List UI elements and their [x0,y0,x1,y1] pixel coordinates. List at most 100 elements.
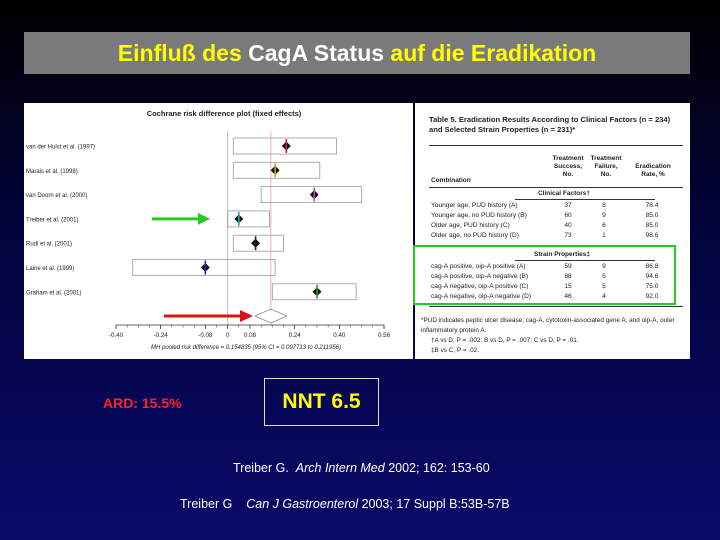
row-failure: 1 [602,232,606,239]
ard-label: ARD: 15.5% [103,395,182,411]
reference-2: Treiber G Can J Gastroenterol 2003; 17 S… [180,497,510,511]
slide-title: Einfluß des CagA Status auf die Eradikat… [24,32,690,74]
row-rate: 92.0 [645,293,659,300]
row-success: 40 [564,222,572,229]
study-label: Marais et al. (1998) [26,169,78,175]
row-label: Older age, PUD history (C) [431,222,510,229]
strain-properties-highlight [413,245,676,305]
section-strain-properties: Strain Properties‡ [534,251,590,258]
title-part-3: auf die Eradikation [390,39,597,66]
ref2-journal: Can J Gastroenterol [246,497,359,511]
study-ci-box [132,259,276,276]
table-title: Table 5. Eradication Results According t… [429,115,671,134]
title-part-1: Einfluß des [117,39,242,66]
table-row: cag-A positive, oip-A negative (B) 88 5 94.… [415,272,690,281]
row-success: 46 [564,293,572,300]
row-failure: 9 [602,263,606,270]
ref2-details: 2003; 17 Suppl B:53B-57B [361,497,510,511]
row-failure: 8 [602,202,606,209]
row-success: 37 [564,202,572,209]
col-header-combination: Combination [431,177,471,184]
table-footnotes: *PUD indicates peptic ulcer disease; cag… [421,316,689,356]
study-label: Rudi et al. (2001) [26,242,72,248]
row-success: 59 [564,263,572,270]
x-tick-label: -0.08 [198,332,213,339]
green-arrow-head [198,212,210,225]
x-tick-label: -0.40 [109,332,124,339]
ref1-details: 2002; 162: 153-60 [388,461,490,475]
row-failure: 4 [602,293,606,300]
study-ci-box [260,186,363,203]
row-rate: 98.6 [645,232,659,239]
row-rate: 78.4 [645,202,659,209]
table-rule [515,260,655,261]
row-failure: 6 [602,222,606,229]
x-tick-label: 0.24 [289,332,302,339]
study-ci-box [232,161,321,179]
row-success: 60 [564,212,572,219]
study-label: van der Hulst et al. (1997) [26,145,95,151]
footnote-2: †A vs D, P = .002; B vs D, P = .007; C v… [431,337,579,344]
table-row: Older age, PUD history (C) 40 6 85.0 [415,221,690,230]
red-arrow-head [240,310,253,322]
title-part-2: CagA Status [248,39,385,66]
table-row: cag-A positive, oip-A positive (A) 59 9 86.… [415,262,690,271]
table-rule [515,199,655,200]
row-rate: 75.0 [645,283,659,290]
footnote-3: ‡B vs C, P = .02. [431,347,480,354]
table-row: cag-A negative, oip-A negative (D) 46 4 92.… [415,292,690,301]
forest-plot-panel: Cochrane risk difference plot (fixed eff… [24,103,413,359]
section-clinical-factors: Clinical Factors† [537,190,590,197]
table-rule [429,187,683,188]
row-label: cag-A negative, oip-A negative (D) [431,293,532,300]
table-row: Younger age, PUD history (A) 37 8 78.4 [415,201,690,210]
forest-plot: Cochrane risk difference plot (fixed eff… [26,109,391,351]
row-rate: 85.0 [645,222,659,229]
pooled-diamond [253,308,288,324]
row-label: cag-A negative, oip-A positive (C) [431,283,529,290]
table-row: cag-A negative, oip-A positive (C) 15 5 75.… [415,282,690,291]
x-tick-label: -0.24 [154,332,169,339]
row-label: cag-A positive, oip-A negative (B) [431,273,529,280]
ref1-journal: Arch Intern Med [295,461,385,475]
ref1-author: Treiber G. [233,461,289,475]
row-rate: 94.6 [645,273,659,280]
study-label: Treiber et al. (2001) [26,217,78,223]
study-ci-box [232,234,284,252]
table-rule [429,145,683,146]
row-success: 88 [564,273,572,280]
study-ci-box [271,283,357,301]
row-success: 15 [564,283,572,290]
row-label: Younger age, no PUD history (B) [431,212,527,219]
nnt-box: NNT 6.5 [264,378,379,426]
footnote-1: *PUD indicates peptic ulcer disease; cag… [421,317,675,334]
nnt-label: NNT 6.5 [282,390,361,413]
x-tick-label: 0.56 [378,332,391,339]
ref2-author: Treiber G [180,497,233,511]
row-label: cag-A positive, oip-A positive (A) [431,263,526,270]
row-failure: 5 [602,283,606,290]
row-failure: 5 [602,273,606,280]
row-rate: 86.8 [645,263,659,270]
row-success: 73 [564,232,572,239]
col-header-rate: Eradication Rate, % [635,163,671,178]
results-table-panel: Table 5. Eradication Results According t… [415,103,690,359]
x-tick-label: 0 [226,332,230,339]
row-label: Younger age, PUD history (A) [431,202,518,209]
col-header-success: Treatment Success, No. [552,155,584,178]
reference-1: Treiber G. Arch Intern Med 2002; 162: 15… [233,461,490,475]
row-failure: 9 [602,212,606,219]
row-rate: 85.0 [645,212,659,219]
study-label: Laine et al. (1999) [26,266,74,272]
table-row: Younger age, no PUD history (B) 60 9 85.0 [415,211,690,220]
row-label: Older age, no PUD history (D) [431,232,519,239]
study-label: van Doorn et al. (2000) [26,193,87,199]
study-ci-box [232,137,337,155]
table-rule [429,306,683,307]
x-tick-label: 0.40 [333,332,346,339]
table-row: Older age, no PUD history (D) 73 1 98.6 [415,231,690,240]
pooled-label: MH pooled risk difference = 0.154835 (95… [151,345,341,351]
study-ci-box [227,210,270,228]
chart-title: Cochrane risk difference plot (fixed eff… [147,109,302,118]
study-label: Graham et al. (2001) [26,290,81,296]
